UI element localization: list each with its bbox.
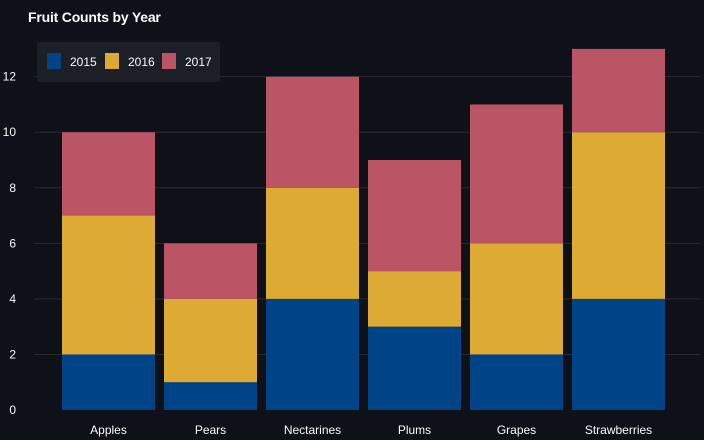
legend-box — [37, 42, 220, 82]
y-axis-ticks: 0 2 4 6 8 10 12 — [3, 70, 17, 417]
legend-swatch-2017[interactable] — [162, 53, 176, 69]
bar-strawberries-2015[interactable] — [572, 298, 665, 410]
bar-nectarines-2016[interactable] — [266, 187, 359, 299]
y-tick-label: 10 — [3, 125, 17, 139]
x-tick-label: Apples — [90, 423, 127, 437]
y-tick-label: 4 — [9, 292, 16, 306]
bar-grapes-2015[interactable] — [470, 354, 563, 410]
bar-pears-2015[interactable] — [164, 382, 257, 410]
x-tick-label: Grapes — [497, 423, 536, 437]
legend-label-2017[interactable]: 2017 — [185, 55, 212, 69]
y-tick-label: 6 — [9, 236, 16, 250]
legend-label-2016[interactable]: 2016 — [128, 55, 155, 69]
bar-plums-2017[interactable] — [368, 160, 461, 272]
legend-label-2015[interactable]: 2015 — [70, 55, 97, 69]
x-tick-label: Plums — [398, 423, 431, 437]
bar-strawberries-2016[interactable] — [572, 132, 665, 299]
bar-pears-2017[interactable] — [164, 243, 257, 299]
bar-nectarines-2015[interactable] — [266, 298, 359, 410]
bar-plums-2016[interactable] — [368, 271, 461, 327]
x-tick-label: Pears — [195, 423, 226, 437]
x-tick-label: Nectarines — [284, 423, 341, 437]
y-tick-label: 12 — [3, 70, 17, 84]
bar-pears-2016[interactable] — [164, 298, 257, 383]
bar-grapes-2016[interactable] — [470, 243, 563, 355]
x-axis-ticks: Apples Pears Nectarines Plums Grapes Strawber… — [90, 423, 652, 437]
bar-plums-2015[interactable] — [368, 326, 461, 410]
y-tick-label: 2 — [9, 347, 16, 361]
bar-apples-2015[interactable] — [62, 354, 155, 410]
legend-swatch-2016[interactable] — [105, 53, 119, 69]
bars — [62, 48, 665, 410]
legend: 2015 2016 2017 — [37, 42, 220, 82]
y-tick-label: 8 — [9, 181, 16, 195]
bar-nectarines-2017[interactable] — [266, 76, 359, 188]
bar-apples-2016[interactable] — [62, 215, 155, 355]
legend-swatch-2015[interactable] — [47, 53, 61, 69]
x-tick-label: Strawberries — [585, 423, 652, 437]
bar-apples-2017[interactable] — [62, 132, 155, 216]
y-tick-label: 0 — [9, 403, 16, 417]
bar-strawberries-2017[interactable] — [572, 48, 665, 133]
chart-title: Fruit Counts by Year — [28, 9, 161, 25]
bar-grapes-2017[interactable] — [470, 104, 563, 244]
